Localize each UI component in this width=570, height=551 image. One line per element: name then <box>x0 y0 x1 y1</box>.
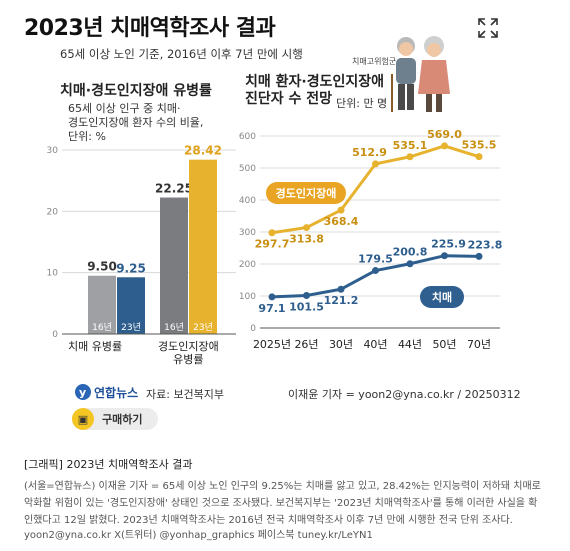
data-label: 97.1 <box>258 302 285 315</box>
page-subtitle: 65세 이상 노인 기준, 2016년 이후 7년 만에 시행 <box>60 47 303 61</box>
y-tick-label: 0 <box>250 324 256 334</box>
data-label: 512.9 <box>352 146 387 159</box>
y-tick-label: 30 <box>47 146 59 156</box>
data-point <box>303 292 310 300</box>
data-label: 535.1 <box>393 139 428 152</box>
data-point <box>406 153 414 161</box>
bar-value-label: 22.25 <box>155 182 193 196</box>
illustration-caption: 치매고위험군 <box>352 57 397 66</box>
note-line: 65세 이상 인구 중 치매· <box>68 102 181 115</box>
svg-text:y: y <box>79 386 86 399</box>
data-label: 569.0 <box>427 128 462 141</box>
buy-button-label: 구매하기 <box>102 413 143 426</box>
bar-value-label: 9.50 <box>87 260 117 274</box>
x-tick-label: 2025년 <box>253 338 291 351</box>
data-label: 179.5 <box>358 253 393 266</box>
data-point <box>372 267 379 275</box>
bar-year-label: 16년 <box>92 322 112 333</box>
data-label: 297.7 <box>255 238 290 251</box>
category-label-line: 경도인지장애 <box>158 340 219 353</box>
data-label: 101.5 <box>289 301 324 314</box>
yonhap-logo: y 연합뉴스 <box>75 384 138 400</box>
data-point <box>337 206 345 214</box>
right-chart-title: 치매 환자·경도인지장애 진단자 수 전망 <box>245 74 420 108</box>
page-title: 2023년 치매역학조사 결과 <box>24 16 276 41</box>
category-label-line: 치매 유병률 <box>68 340 123 353</box>
title-line: 진단자 수 전망 <box>245 91 333 107</box>
y-tick-label: 100 <box>239 292 256 302</box>
data-label: 313.8 <box>289 233 324 246</box>
bar-category-label: 치매 유병률 <box>68 340 122 353</box>
y-tick-label: 200 <box>239 260 256 270</box>
data-label: 535.5 <box>462 139 497 152</box>
data-point <box>475 153 483 161</box>
bar <box>160 197 188 334</box>
y-tick-label: 300 <box>239 228 256 238</box>
data-point <box>372 160 379 168</box>
data-point <box>406 260 414 268</box>
bar-category-label: 경도인지장애 유병률 <box>158 340 219 366</box>
x-tick-label: 50년 <box>432 338 456 351</box>
data-point <box>268 229 276 237</box>
series-name-label: 치매 <box>432 290 452 304</box>
y-tick-label: 10 <box>47 269 59 279</box>
bar-value-label: 9.25 <box>116 261 146 275</box>
y-tick-label: 400 <box>239 196 256 206</box>
data-point <box>441 252 448 260</box>
data-label: 225.9 <box>431 238 466 251</box>
x-tick-label: 70년 <box>467 338 491 351</box>
x-tick-label: 44년 <box>398 338 422 351</box>
series-pill <box>420 286 464 308</box>
y-tick-label: 600 <box>239 132 256 142</box>
bar-year-label: 23년 <box>193 322 213 333</box>
data-point <box>475 252 483 260</box>
logo-text: 연합뉴스 <box>94 385 138 400</box>
y-tick-label: 500 <box>239 164 256 174</box>
expand-icon[interactable] <box>476 16 500 40</box>
forecast-line-chart: 0 100 200 300 400 500 600 2025년 26년 30년 40년 44년 50년 7… <box>239 128 503 351</box>
x-tick-label: 40년 <box>363 338 387 351</box>
buy-button[interactable]: ▣ 구매하기 <box>72 408 158 430</box>
bar-year-label: 16년 <box>164 322 184 333</box>
data-point <box>268 293 276 301</box>
y-tick-label: 0 <box>52 330 58 340</box>
bar <box>117 277 145 334</box>
note-line: 단위: % <box>68 130 106 143</box>
bar-year-label: 23년 <box>121 322 141 333</box>
data-label: 200.8 <box>393 246 428 259</box>
x-tick-label: 30년 <box>329 338 353 351</box>
bar <box>189 159 217 334</box>
elderly-couple-illustration <box>391 36 450 112</box>
bar-value-label: 28.42 <box>184 144 222 158</box>
caption-body: (서울=연합뉴스) 이재윤 기자 = 65세 이상 노인 인구의 9.25%는 … <box>24 481 541 526</box>
data-point <box>337 285 345 293</box>
data-point <box>303 224 310 232</box>
note-line: 경도인지장애 환자 수의 비율, <box>68 116 204 129</box>
data-label: 368.4 <box>324 215 359 228</box>
x-tick-label: 26년 <box>294 338 318 351</box>
right-chart-unit: 단위: 만 명 <box>336 97 388 110</box>
left-chart-note: 65세 이상 인구 중 치매· 경도인지장애 환자 수의 비율, 단위: % <box>68 102 248 144</box>
y-tick-label: 20 <box>47 207 59 217</box>
bar <box>88 275 116 334</box>
data-point <box>441 142 448 150</box>
caption-credit: yoon2@yna.co.kr X(트위터) @yonhap_graphics … <box>24 530 373 541</box>
prevalence-bar-chart: 0 10 20 30 9.50 16년 9.25 23년 22.25 16년 28.42 23년 <box>47 144 236 340</box>
cart-icon: ▣ <box>72 408 94 430</box>
caption-title: [그래픽] 2023년 치매역학조사 결과 <box>24 458 193 471</box>
series-name-label: 경도인지장애 <box>276 186 337 200</box>
byline-text: 이재윤 기자 = yoon2@yna.co.kr / 20250312 <box>288 388 521 401</box>
source-text: 자료: 보건복지부 <box>146 388 225 401</box>
data-label: 223.8 <box>468 238 503 251</box>
data-label: 121.2 <box>324 294 359 307</box>
category-label-line: 유병률 <box>173 353 204 366</box>
left-chart-title: 치매·경도인지장애 유병률 <box>60 83 212 99</box>
title-line: 치매 환자·경도인지장애 <box>245 74 384 90</box>
series-pill <box>266 182 346 204</box>
